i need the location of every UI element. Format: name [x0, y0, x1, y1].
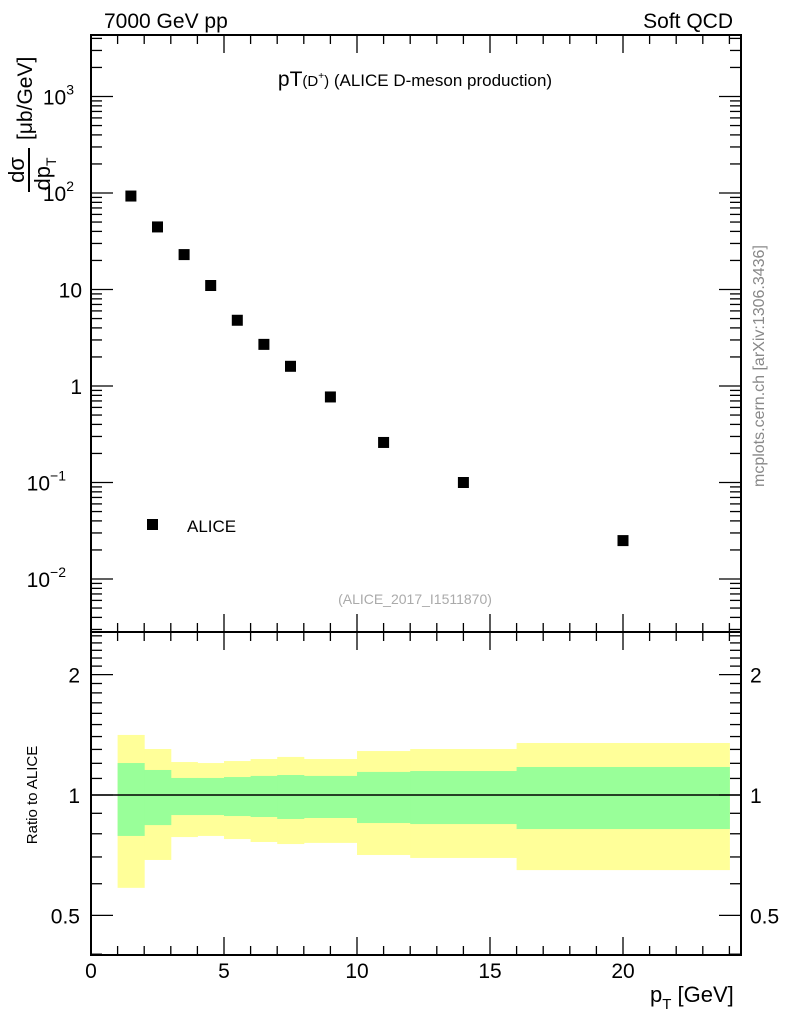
x-tick-label: 20 — [611, 960, 634, 983]
green-band-bin — [224, 777, 252, 817]
data-point — [205, 280, 217, 292]
y-tick-label: 10−2 — [27, 564, 67, 592]
data-point — [617, 535, 629, 547]
header-left: 7000 GeV pp — [104, 10, 228, 33]
data-point — [378, 436, 390, 448]
ratio-y-tick-label-left: 0.5 — [51, 905, 80, 928]
reference-label: (ALICE_2017_I1511870) — [338, 591, 492, 607]
title-sub: (D — [302, 73, 318, 90]
y-tick-label: 102 — [43, 178, 74, 206]
plot-title: pT(D+) (ALICE D-meson production) — [278, 68, 552, 91]
title-rest: (ALICE D-meson production) — [329, 71, 552, 90]
x-tick-label: 10 — [345, 960, 368, 983]
green-band-bin — [303, 775, 358, 818]
green-band-bin — [277, 775, 305, 819]
y-tick-label: 103 — [43, 82, 74, 110]
data-points — [125, 190, 629, 547]
data-point — [457, 477, 469, 488]
data-point — [324, 391, 336, 403]
green-band-bin — [516, 766, 730, 830]
x-axis-label: pT [GeV] — [650, 982, 734, 1013]
ratio-y-label: Ratio to ALICE — [24, 746, 41, 844]
legend-marker — [147, 519, 158, 530]
title-close: ) — [324, 73, 329, 90]
x-tick-label: 5 — [218, 960, 230, 983]
ratio-y-tick-label-right: 0.5 — [750, 905, 779, 928]
title-main: pT — [278, 68, 303, 91]
green-band-bin — [250, 775, 278, 818]
legend-label: ALICE — [187, 517, 236, 536]
data-point — [285, 360, 296, 372]
header-right: Soft QCD — [643, 10, 733, 33]
x-tick-label: 0 — [85, 960, 97, 983]
main-panel-frame — [90, 34, 742, 633]
x-tick-label: 15 — [478, 960, 501, 983]
y-tick-label: 10 — [59, 280, 82, 303]
y-tick-label: 1 — [70, 376, 82, 399]
title-sup: + — [318, 71, 324, 82]
y-tick-label: 10−1 — [27, 468, 67, 496]
green-band-bin — [410, 771, 518, 825]
green-band-bin — [357, 771, 411, 824]
watermark: mcplots.cern.ch [arXiv:1306.3436] — [751, 245, 768, 487]
data-point — [258, 338, 270, 350]
data-point — [178, 249, 190, 261]
green-band-bin — [144, 769, 172, 826]
data-point — [125, 190, 137, 202]
ylabel-den: dpT — [30, 157, 59, 190]
ratio-y-tick-label-right: 1 — [750, 785, 762, 808]
ylabel-unit: [μb/GeV] — [14, 57, 37, 140]
y-axis-label: dσ dpT [μb/GeV] — [4, 57, 59, 192]
ratio-bands — [117, 734, 730, 888]
green-band-bin — [170, 777, 198, 816]
data-point — [152, 221, 163, 233]
ratio-y-tick-label-left: 2 — [68, 665, 80, 688]
green-band-bin — [197, 777, 225, 816]
ratio-panel-frame — [90, 631, 742, 956]
ylabel-num: dσ — [4, 157, 29, 183]
ratio-y-tick-label-left: 1 — [68, 785, 80, 808]
data-point — [231, 314, 243, 326]
green-band-bin — [117, 763, 145, 836]
ratio-y-tick-label-right: 2 — [750, 665, 762, 688]
